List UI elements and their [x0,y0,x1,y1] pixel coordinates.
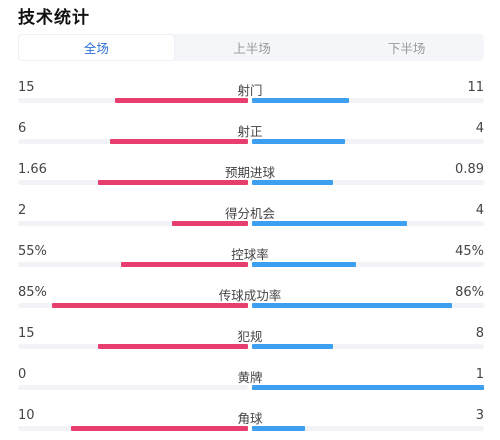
stat-row: 1.66 预期进球 0.89 [0,162,500,192]
home-bar [110,139,248,144]
away-value: 4 [475,121,484,136]
home-bar [52,303,248,308]
home-value: 15 [18,326,35,341]
home-bar [71,426,248,431]
stat-row: 6 射正 4 [0,121,500,151]
home-bar-track [18,303,248,308]
away-value: 4 [475,203,484,218]
away-bar [252,385,484,390]
home-bar-track [18,180,248,185]
tab-first-half[interactable]: 上半场 [233,41,271,56]
away-bar-track [252,385,484,390]
tab-second-half[interactable]: 下半场 [387,41,426,56]
home-value: 85% [18,285,47,300]
away-value: 45% [455,244,484,259]
home-value: 2 [18,203,27,218]
home-bar [121,262,248,267]
home-bar-track [18,426,248,431]
stat-row: 15 犯规 8 [0,326,500,356]
home-value: 0 [18,367,27,382]
away-value: 1 [475,367,484,382]
away-bar [252,262,356,267]
away-value: 11 [467,80,484,95]
stat-label: 传球成功率 [218,288,282,303]
away-bar-track [252,139,484,144]
stat-row: 15 射门 11 [0,80,500,110]
away-value: 0.89 [455,162,484,177]
home-value: 10 [18,408,35,423]
stat-row: 85% 传球成功率 86% [0,285,500,315]
tab-full-match[interactable]: 全场 [18,34,175,61]
home-bar [98,180,248,185]
away-value: 3 [475,408,484,423]
home-bar [115,98,248,103]
away-bar [252,221,407,226]
home-bar-track [18,98,248,103]
away-bar-track [252,262,484,267]
stat-row: 10 角球 3 [0,408,500,438]
away-bar-track [252,426,484,431]
home-bar-track [18,139,248,144]
stat-label: 射正 [237,124,263,139]
stat-row: 2 得分机会 4 [0,203,500,233]
home-bar-track [18,262,248,267]
stat-label: 射门 [237,83,263,98]
home-value: 1.66 [18,162,47,177]
away-bar [252,139,345,144]
away-bar [252,426,305,431]
stat-label: 角球 [237,411,263,426]
home-bar [98,344,248,349]
page-title: 技术统计 [18,8,90,28]
away-value: 8 [475,326,484,341]
home-bar-track [18,385,248,390]
home-value: 6 [18,121,27,136]
home-bar [172,221,248,226]
away-value: 86% [455,285,484,300]
home-value: 15 [18,80,35,95]
period-tabs: 全场 上半场 下半场 [18,34,484,61]
stat-label: 犯规 [237,329,263,344]
home-bar-track [18,344,248,349]
stat-label: 得分机会 [224,206,275,221]
away-bar-track [252,180,484,185]
away-bar-track [252,303,484,308]
home-bar-track [18,221,248,226]
away-bar [252,98,349,103]
away-bar [252,344,333,349]
stat-row: 55% 控球率 45% [0,244,500,274]
stat-label: 黄牌 [237,370,263,385]
away-bar-track [252,344,484,349]
stat-label: 预期进球 [224,165,275,180]
home-value: 55% [18,244,47,259]
stat-row: 0 黄牌 1 [0,367,500,397]
away-bar [252,180,333,185]
away-bar-track [252,221,484,226]
away-bar [252,303,452,308]
stat-label: 控球率 [231,247,269,262]
away-bar-track [252,98,484,103]
